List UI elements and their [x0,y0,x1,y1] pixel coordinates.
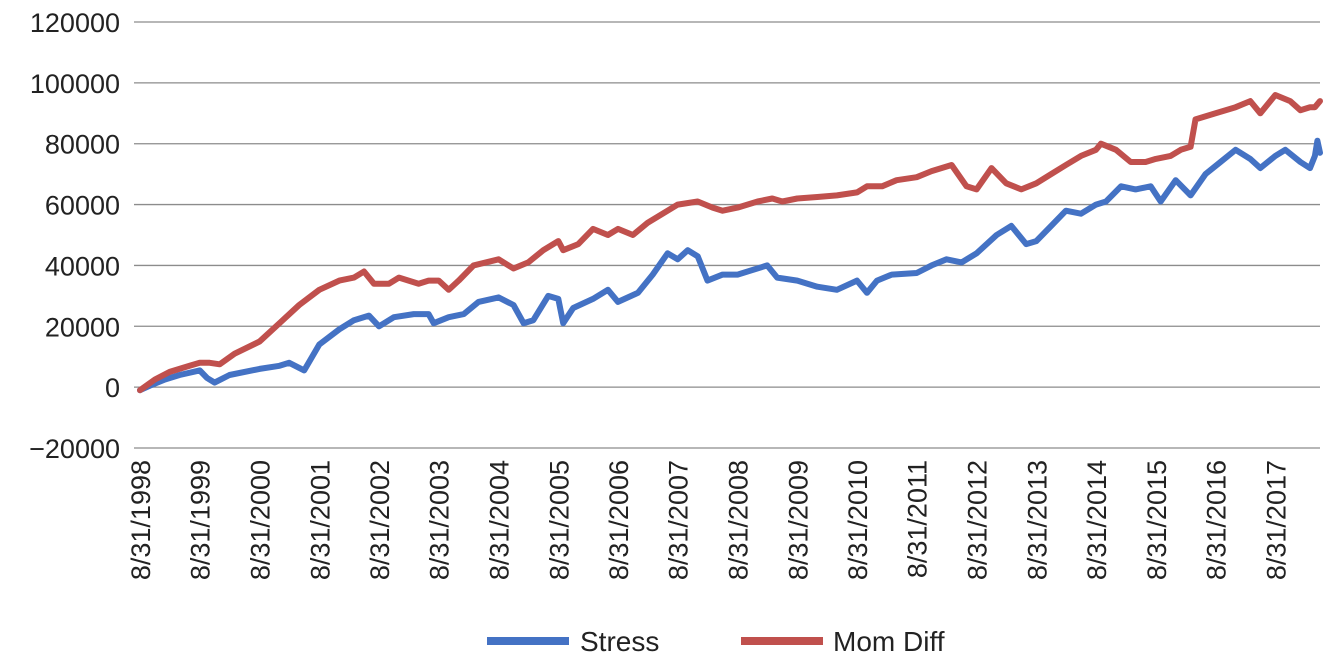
gridlines [134,21,1320,449]
x-tick-label: 8/31/2010 [843,460,873,580]
y-tick-label: 60000 [45,191,120,221]
y-tick-label: −20000 [29,434,120,464]
x-tick-label: 8/31/2003 [425,460,455,580]
y-tick-label: 0 [105,373,120,403]
legend-label: Mom Diff [833,626,945,657]
y-tick-label: 100000 [30,69,120,99]
x-tick-label: 8/31/2006 [604,460,634,580]
x-tick-label: 8/31/2017 [1261,460,1291,580]
series-lines [137,92,1323,394]
series-line-stress [137,137,1323,394]
x-tick-label: 8/31/2007 [664,460,694,580]
legend: Stress Mom Diff [487,626,945,657]
x-tick-label: 8/31/2011 [903,460,933,578]
y-tick-label: 20000 [45,312,120,342]
x-tick-label: 8/31/1998 [126,460,156,580]
x-tick-label: 8/31/2001 [305,460,335,580]
x-tick-label: 8/31/2005 [544,460,574,580]
x-tick-label: 8/31/2002 [365,460,395,580]
y-tick-label: 40000 [45,251,120,281]
x-tick-label: 8/31/2015 [1142,460,1172,580]
x-tick-label: 8/31/2014 [1082,460,1112,580]
legend-label: Stress [580,626,659,657]
series-line-mom-diff [137,92,1323,394]
y-axis-tick-labels: −20000 0 20000 40000 60000 80000 100000 120000 [29,8,120,464]
y-tick-label: 80000 [45,130,120,160]
x-tick-label: 8/31/2016 [1202,460,1232,580]
x-tick-label: 8/31/2000 [246,460,276,580]
x-tick-label: 8/31/2004 [485,460,515,580]
x-tick-label: 8/31/2012 [963,460,993,580]
y-tick-label: 120000 [30,8,120,38]
x-axis-tick-labels: 8/31/1998 8/31/1999 8/31/2000 8/31/2001 8/31… [126,460,1291,580]
x-tick-label: 8/31/2008 [724,460,754,580]
x-tick-label: 8/31/2009 [783,460,813,580]
x-tick-label: 8/31/2013 [1022,460,1052,580]
x-tick-label: 8/31/1999 [186,460,216,580]
